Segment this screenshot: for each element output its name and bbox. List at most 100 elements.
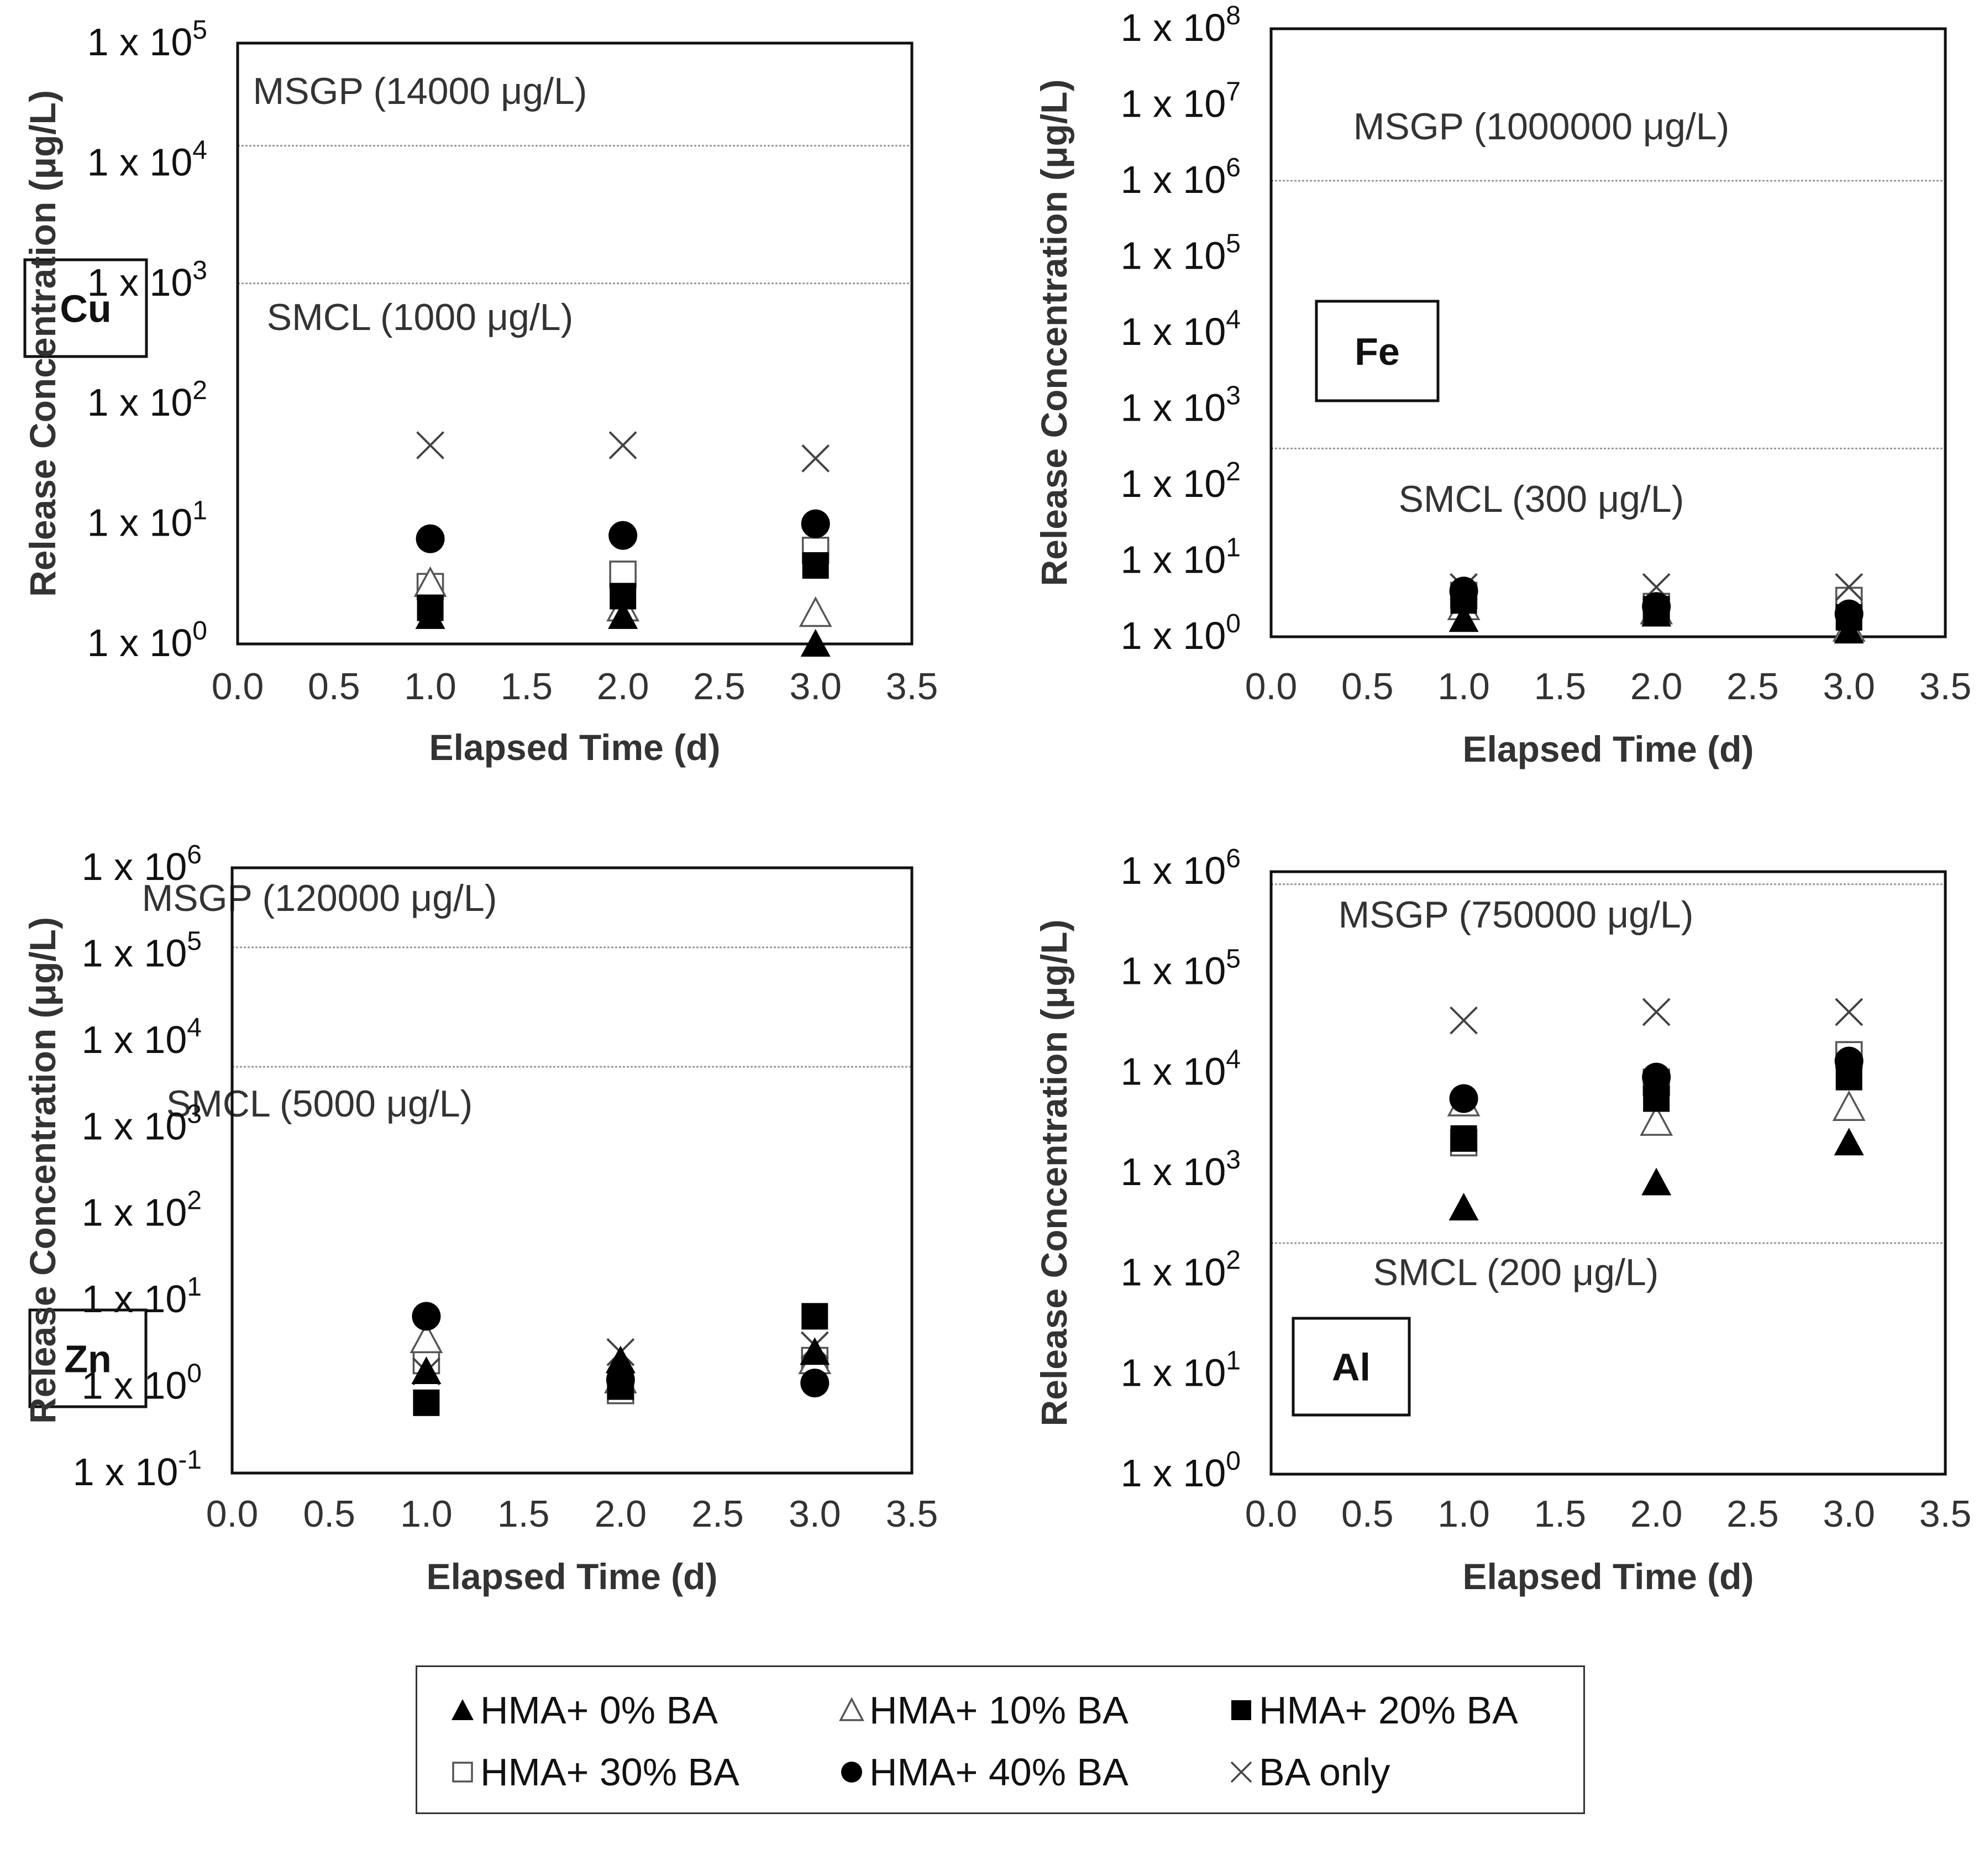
x-tick-label: 1.0 [404,665,456,708]
x-axis-title: Elapsed Time (d) [427,1556,718,1597]
data-point-ba-only [801,444,830,473]
y-tick-label: 1 x 104 [1121,305,1241,353]
element-label-box [23,258,148,358]
legend-item-hma-20: HMA+ 20% BA [1227,1688,1518,1732]
reference-line-label: MSGP (120000 μg/L) [142,877,497,919]
plot-frame [230,866,914,1475]
x-tick-label: 1.0 [400,1493,453,1535]
y-tick-label: 1 x 107 [1121,77,1241,125]
chart-svg: MSGP (120000 μg/L) SMCL (5000 μg/L) Zn 0.0 0… [22,840,938,1597]
y-tick-label: 1 x 100 [82,1359,202,1407]
y-tick-label: 1 x 102 [1121,1246,1241,1294]
reference-line-label: MSGP (14000 μg/L) [253,70,587,112]
element-label-box [1292,1317,1411,1417]
plot-frame [1269,870,1947,1476]
reference-line-label: SMCL (200 μg/L) [1373,1251,1659,1293]
data-point-hma-0 [1834,616,1864,644]
y-tick-label: 1 x 106 [82,840,202,888]
y-tick-label: 1 x 100 [87,616,207,664]
x-tick-label: 3.5 [886,1493,938,1535]
data-point-hma-40 [800,1369,830,1398]
data-point-hma-20 [1835,1063,1862,1091]
filled-triangle-icon [452,1699,474,1720]
y-tick-label: 1 x 103 [87,256,207,304]
y-tick-label: 1 x 106 [1121,844,1241,892]
series-hma-20 [417,552,829,621]
fe-chart-panel: MSGP (1000000 μg/L) SMCL (300 μg/L) Fe 0.0 0… [1006,0,1984,801]
legend-item-ba-only: BA only [1227,1750,1390,1794]
legend-item-hma-0: HMA+ 0% BA [448,1688,718,1732]
data-point-hma-20 [607,1373,634,1400]
data-point-hma-40 [412,1302,441,1331]
data-point-hma-10 [410,1322,443,1354]
series-hma-0 [1448,599,1864,644]
x-tick-label: 2.5 [691,1493,744,1535]
x-tick-label: 3.0 [1823,1493,1875,1535]
x-tick-label: 0.0 [1245,1493,1298,1535]
y-tick-label: 1 x 101 [87,496,207,544]
y-tick-label: 1 x 104 [82,1013,202,1061]
legend-label: HMA+ 20% BA [1259,1689,1518,1732]
legend: HMA+ 0% BA HMA+ 10% BA HMA+ 20% BA HMA+ … [416,1665,1585,1814]
reference-line-label: MSGP (750000 μg/L) [1339,894,1694,936]
y-tick-label: 1 x 103 [1121,381,1241,429]
data-point-ba-only [1642,998,1671,1026]
data-point-hma-0 [411,1356,442,1384]
reference-line-label: SMCL (300 μg/L) [1399,478,1684,520]
y-tick-label: 1 x 104 [87,135,207,184]
y-tick-label: 1 x 102 [1121,457,1241,505]
data-point-hma-20 [1643,1085,1670,1112]
reference-line-label: SMCL (5000 μg/L) [166,1083,473,1125]
y-tick-label: 1 x 101 [82,1272,202,1320]
element-label: Fe [1355,330,1400,373]
plot-frame [1269,27,1947,638]
data-point-hma-20 [413,1389,440,1416]
data-point-hma-0 [1834,1128,1864,1156]
filled-circle-icon [841,1762,862,1783]
series-hma-20 [1450,1063,1862,1152]
series-ba-only [1450,998,1864,1035]
y-tick-label: 1 x 103 [1121,1145,1241,1193]
x-tick-label: 0.5 [308,665,360,708]
y-tick-label: 1 x 105 [87,15,207,64]
x-tick-label: 0.5 [303,1493,355,1535]
x-tick-label: 2.0 [1630,665,1683,708]
legend-label: BA only [1259,1751,1390,1794]
y-tick-label: 1 x 103 [82,1099,202,1147]
data-point-hma-40 [801,509,830,538]
x-tick-label: 1.5 [1534,1493,1587,1535]
x-tick-label: 2.0 [595,1493,647,1535]
series-hma-40 [1449,1046,1864,1113]
reference-line-label: MSGP (1000000 μg/L) [1353,106,1730,148]
zn-chart-panel: MSGP (120000 μg/L) SMCL (5000 μg/L) Zn 0.0 0… [0,829,973,1631]
data-point-hma-40 [1449,1084,1478,1113]
al-chart-panel: MSGP (750000 μg/L) SMCL (200 μg/L) Al 0.0 0.… [1006,829,1984,1631]
data-point-hma-20 [802,552,829,579]
data-point-hma-40 [608,521,638,550]
y-tick-label: 1 x 102 [82,1186,202,1234]
data-point-hma-0 [800,1337,830,1365]
x-axis-title: Elapsed Time (d) [429,727,721,768]
filled-square-icon [1231,1700,1251,1720]
series-hma-40 [416,509,830,553]
y-axis-title: Release Concentration (μg/L) [22,917,63,1424]
x-tick-label: 3.5 [1919,665,1972,708]
element-label: Zn [64,1338,112,1381]
x-axis-title: Elapsed Time (d) [1463,1556,1754,1597]
x-tick-label: 2.0 [1630,1493,1683,1535]
cu-chart-panel: MSGP (14000 μg/L) SMCL (1000 μg/L) Cu 0.0 0.… [0,0,973,801]
legend-item-hma-10: HMA+ 10% BA [837,1688,1129,1732]
x-tick-label: 1.5 [497,1493,550,1535]
series-hma-10 [413,566,832,627]
y-tick-label: 1 x 102 [87,376,207,424]
element-label: Cu [60,287,111,331]
data-point-ba-only [1835,998,1864,1026]
x-tick-label: 1.5 [501,665,553,708]
x-tick-label: 0.0 [212,665,264,708]
y-tick-label: 1 x 105 [82,926,202,974]
data-point-ba-only [416,431,444,460]
chart-svg: MSGP (750000 μg/L) SMCL (200 μg/L) Al 0.0 0.… [1033,844,1971,1597]
series-hma-0 [415,601,831,657]
plot-frame [236,41,914,646]
y-axis-title: Release Concentration (μg/L) [22,90,63,597]
